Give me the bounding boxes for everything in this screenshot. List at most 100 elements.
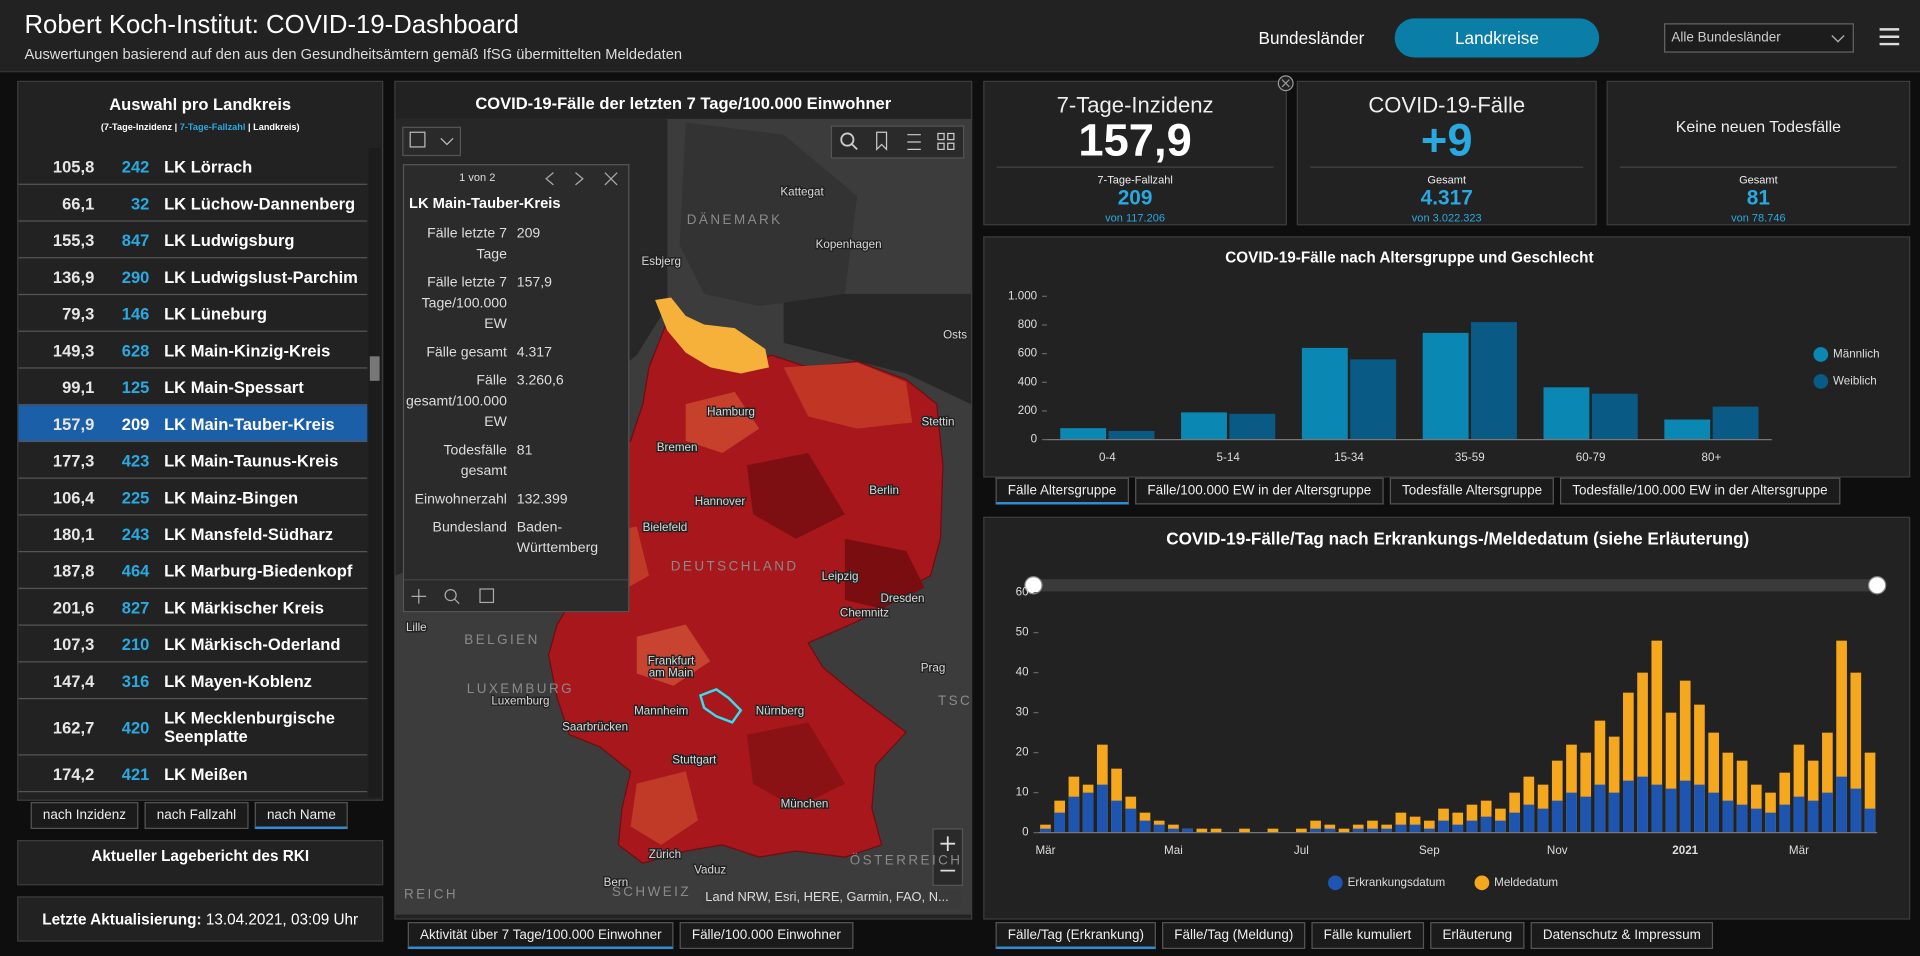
popup-controls[interactable] (541, 170, 627, 187)
district-row[interactable]: 149,3 628 LK Main-Kinzig-Kreis (18, 332, 368, 369)
header: Robert Koch-Institut: COVID-19-Dashboard… (0, 0, 1920, 73)
map-label: Nürnberg (756, 705, 804, 718)
tab[interactable]: Todesfälle/100.000 EW in der Altersgrupp… (1560, 477, 1840, 505)
incidence: 107,3 (52, 634, 95, 654)
app-subtitle: Auswertungen basierend auf den aus den G… (24, 45, 683, 63)
district-row[interactable]: 66,1 32 LK Lüchow-Dannenberg (18, 185, 368, 222)
kpi-title: 7-Tage-Inzidenz (1056, 93, 1214, 118)
kpi-detail-total: von 117.206 (1105, 211, 1166, 225)
district-row[interactable]: 187,8 464 LK Marburg-Biedenkopf (18, 552, 368, 589)
tab[interactable]: Fälle/Tag (Erkrankung) (995, 922, 1157, 949)
field-key: Einwohnerzahl (414, 492, 507, 507)
map-label: Saarbrücken (562, 720, 628, 733)
map-label: Bielefeld (643, 521, 688, 534)
district-name: LK Main-Spessart (164, 377, 304, 397)
map-toolbar-right[interactable] (830, 125, 965, 159)
fullscreen-icon[interactable] (1277, 75, 1294, 92)
district-row[interactable]: 177,3 423 LK Main-Taunus-Kreis (18, 442, 368, 479)
incidence: 147,4 (52, 671, 95, 691)
case-count: 464 (121, 561, 150, 580)
scrollbar[interactable] (368, 148, 381, 798)
district-row[interactable]: 107,3 210 LK Märkisch-Oderland (18, 626, 368, 663)
region (685, 391, 760, 454)
case-count: 243 (121, 524, 150, 544)
district-row[interactable]: 136,9 290 LK Ludwigslust-Parchim (18, 258, 368, 296)
nav-button[interactable]: Bundesländer (1258, 28, 1365, 48)
state-dropdown[interactable]: Alle Bundesländer (1664, 23, 1854, 53)
district-row[interactable]: 105,8 242 LK Lörrach (18, 148, 368, 185)
nav-button[interactable]: Landkreise (1394, 18, 1600, 58)
sort-button[interactable]: nach Name (254, 802, 349, 829)
map-label: Hamburg (707, 406, 755, 419)
district-name: LK Ludwigsburg (164, 230, 295, 250)
incidence: 149,3 (52, 341, 95, 360)
menu-icon[interactable] (1878, 27, 1900, 47)
tab[interactable]: Erläuterung (1430, 922, 1525, 949)
district-row[interactable]: 155,3 847 LK Ludwigsburg (18, 222, 368, 259)
tab[interactable]: Fälle/100.000 EW in der Altersgruppe (1135, 477, 1384, 505)
region (630, 771, 698, 845)
tab[interactable]: Fälle/100.000 Einwohner (679, 922, 854, 949)
district-row[interactable]: 106,4 225 LK Mainz-Bingen (18, 479, 368, 516)
report-panel[interactable]: Aktueller Lagebericht des RKI (17, 840, 384, 886)
field-value: 3.260,6 (516, 373, 564, 389)
district-row[interactable]: 201,6 827 LK Märkischer Kreis (18, 589, 368, 626)
district-row[interactable]: 174,2 421 LK Meißen (18, 756, 368, 793)
incidence: 174,2 (52, 764, 95, 784)
field-key: Fälle gesamt (426, 345, 507, 361)
district-name: LK Märkisch-Oderland (164, 634, 341, 654)
case-count: 847 (121, 230, 150, 250)
field-key: Bundesland (432, 520, 507, 536)
tab[interactable]: Aktivität über 7 Tage/100.000 Einwohner (407, 922, 674, 949)
popup-field: Einwohnerzahl 132.399 (404, 490, 628, 511)
selected-district[interactable] (698, 688, 743, 724)
kpi-detail-label: Gesamt (1427, 173, 1467, 187)
map-label: München (781, 798, 829, 811)
incidence: 105,8 (52, 157, 95, 176)
district-name: LK Mayen-Koblenz (164, 671, 312, 691)
report-link[interactable]: Aktueller Lagebericht des RKI (91, 847, 310, 865)
kpi-divider (1310, 166, 1584, 168)
tab[interactable]: Fälle Altersgruppe (995, 477, 1129, 505)
map-attribution: Land NRW, Esri, HERE, Garmin, FAO, N... (701, 890, 962, 909)
map-label: DEUTSCHLAND (671, 559, 799, 574)
sort-button[interactable]: nach Fallzahl (144, 802, 249, 829)
zoom-controls[interactable] (932, 828, 964, 886)
incidence: 201,6 (52, 598, 95, 617)
case-count: 242 (121, 157, 150, 176)
district-row[interactable]: 99,1 125 LK Main-Spessart (18, 369, 368, 406)
district-row[interactable]: 147,4 316 LK Mayen-Koblenz (18, 662, 368, 700)
popup-actions[interactable] (411, 587, 503, 607)
district-name: LK Meißen (164, 764, 248, 784)
map-toolbar-left[interactable] (402, 126, 462, 157)
district-row[interactable]: 79,3 146 LK Lüneburg (18, 295, 368, 332)
district-name: LK Ludwigslust-Parchim (164, 267, 358, 286)
district-name: LK Mansfeld-Südharz (164, 524, 334, 544)
scroll-thumb[interactable] (369, 356, 380, 381)
region (844, 538, 925, 609)
map-label: Berlin (869, 484, 899, 497)
incidence: 99,1 (62, 377, 95, 397)
map-label: Kattegat (780, 185, 824, 198)
district-row[interactable]: 162,7 420 LK Mecklenburgische Seenplatte (18, 699, 368, 756)
tab[interactable]: Fälle/Tag (Meldung) (1162, 922, 1306, 949)
sort-button[interactable]: nach Inzidenz (30, 802, 139, 829)
incidence: 180,1 (52, 524, 95, 544)
field-value: 209 (516, 226, 541, 242)
map-label: Leipzig (822, 570, 859, 583)
field-value: 132.399 (516, 492, 568, 507)
field-value: 157,9 (516, 275, 552, 291)
tab[interactable]: Todesfälle Altersgruppe (1389, 477, 1555, 505)
dropdown-arrow (1831, 34, 1845, 43)
map-label: Chemnitz (840, 607, 889, 620)
district-row[interactable]: 157,9 209 LK Main-Tauber-Kreis (18, 405, 368, 443)
kpi-divider (1620, 166, 1897, 168)
tab[interactable]: Fälle kumuliert (1311, 922, 1424, 949)
tab[interactable]: Datenschutz & Impressum (1530, 922, 1714, 949)
district-name: LK Märkischer Kreis (164, 598, 324, 617)
district-row[interactable]: 180,1 243 LK Mansfeld-Südharz (18, 516, 368, 553)
kpi-card: Keine neuen Todesfälle Gesamt 81 von 78.746 (1606, 80, 1911, 226)
incidence: 177,3 (52, 451, 95, 470)
kpi-card: COVID-19-Fälle +9 Gesamt 4.317 von 3.022.323 (1296, 80, 1597, 226)
